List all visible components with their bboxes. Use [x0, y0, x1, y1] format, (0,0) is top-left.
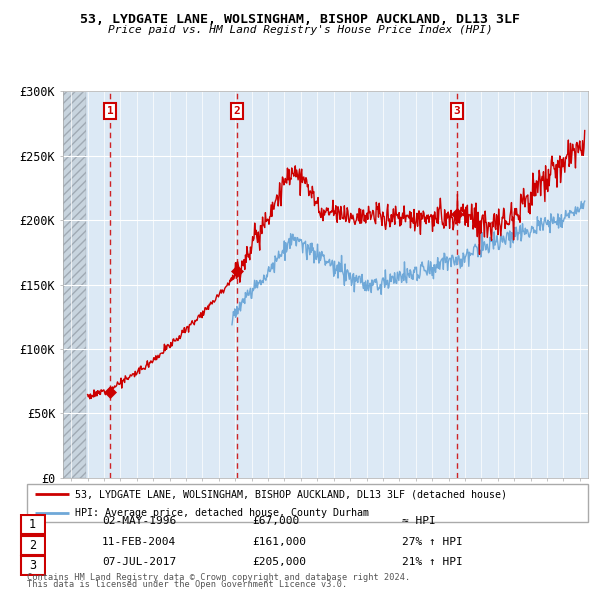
Text: 53, LYDGATE LANE, WOLSINGHAM, BISHOP AUCKLAND, DL13 3LF: 53, LYDGATE LANE, WOLSINGHAM, BISHOP AUC…: [80, 13, 520, 26]
Text: HPI: Average price, detached house, County Durham: HPI: Average price, detached house, Coun…: [74, 507, 368, 517]
Text: £205,000: £205,000: [252, 558, 306, 567]
Text: 21% ↑ HPI: 21% ↑ HPI: [402, 558, 463, 567]
FancyBboxPatch shape: [20, 536, 45, 555]
Text: 2: 2: [234, 106, 241, 116]
Text: ≈ HPI: ≈ HPI: [402, 516, 436, 526]
Text: 07-JUL-2017: 07-JUL-2017: [102, 558, 176, 567]
Text: 53, LYDGATE LANE, WOLSINGHAM, BISHOP AUCKLAND, DL13 3LF (detached house): 53, LYDGATE LANE, WOLSINGHAM, BISHOP AUC…: [74, 489, 506, 499]
Text: £161,000: £161,000: [252, 537, 306, 546]
Text: 11-FEB-2004: 11-FEB-2004: [102, 537, 176, 546]
Text: 3: 3: [454, 106, 460, 116]
Text: 2: 2: [29, 539, 36, 552]
Text: This data is licensed under the Open Government Licence v3.0.: This data is licensed under the Open Gov…: [27, 580, 347, 589]
Text: Price paid vs. HM Land Registry's House Price Index (HPI): Price paid vs. HM Land Registry's House …: [107, 25, 493, 35]
FancyBboxPatch shape: [20, 515, 45, 534]
Text: 1: 1: [107, 106, 113, 116]
Text: 1: 1: [29, 518, 36, 531]
Text: 3: 3: [29, 559, 36, 572]
Text: 02-MAY-1996: 02-MAY-1996: [102, 516, 176, 526]
Text: 27% ↑ HPI: 27% ↑ HPI: [402, 537, 463, 546]
FancyBboxPatch shape: [20, 556, 45, 575]
Text: Contains HM Land Registry data © Crown copyright and database right 2024.: Contains HM Land Registry data © Crown c…: [27, 573, 410, 582]
Text: £67,000: £67,000: [252, 516, 299, 526]
Bar: [63, 91, 86, 478]
FancyBboxPatch shape: [27, 484, 588, 522]
